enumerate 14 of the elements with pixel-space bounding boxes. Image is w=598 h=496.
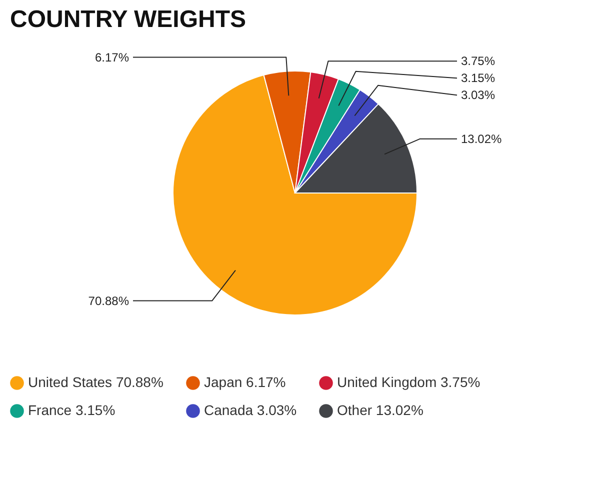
legend-label: United Kingdom 3.75% (337, 374, 480, 390)
legend-label: Japan 6.17% (204, 374, 286, 390)
chart-title: COUNTRY WEIGHTS (10, 6, 246, 33)
data-label: 3.75% (461, 54, 496, 68)
legend-label: Other 13.02% (337, 402, 424, 418)
legend-label: Canada 3.03% (204, 402, 297, 418)
legend-label: France 3.15% (28, 402, 116, 418)
data-label: 3.03% (461, 88, 496, 102)
data-label: 13.02% (461, 132, 502, 146)
legend-label: United States 70.88% (28, 374, 164, 390)
data-label: 3.15% (461, 71, 496, 86)
pie-slice (172, 74, 418, 316)
data-label: 6.17% (94, 50, 130, 64)
data-label: 70.88% (88, 294, 130, 308)
